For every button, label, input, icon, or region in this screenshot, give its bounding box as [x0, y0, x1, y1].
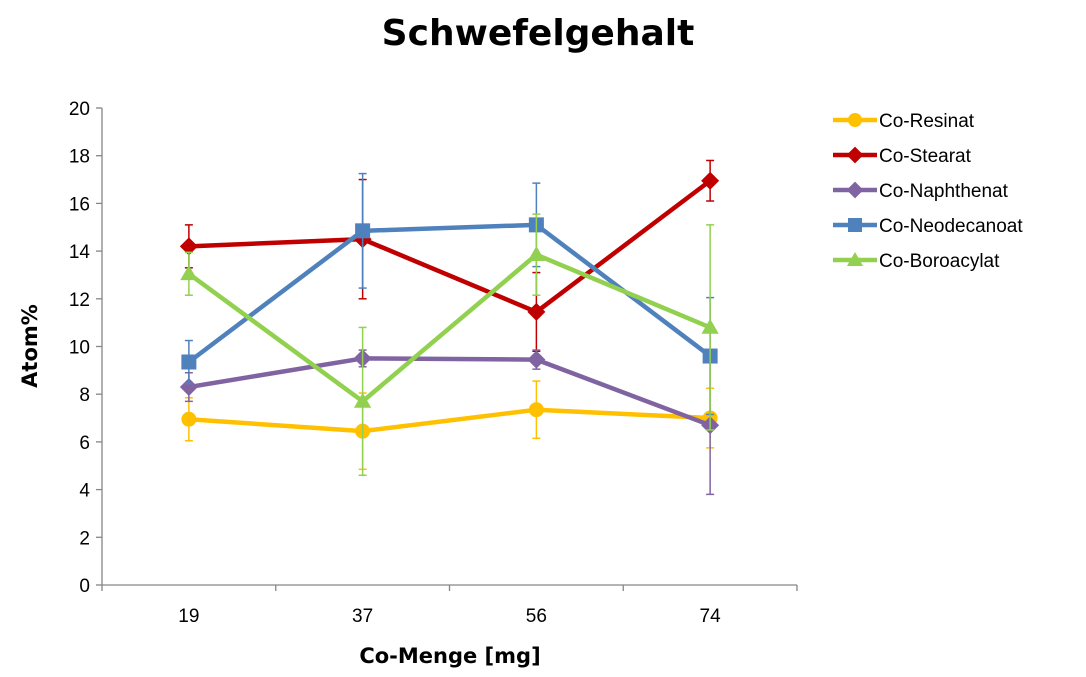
data-point	[179, 378, 198, 397]
chart-title: Schwefelgehalt	[382, 13, 695, 54]
legend: Co-Resinat Co-Stearat Co-Naphthenat Co-Neod…	[833, 111, 1023, 272]
x-tick-label: 19	[178, 606, 199, 627]
x-tick-label: 74	[700, 606, 722, 627]
data-point	[527, 302, 546, 321]
y-axis-title: Atom%	[18, 304, 42, 388]
legend-item: Co-Boroacylat	[833, 251, 1000, 272]
y-tick-label: 0	[79, 576, 90, 597]
plot-area: 0 2 4 6 8 10 12 14 16 18 20 19 37 56 74	[69, 99, 798, 627]
legend-label: Co-Stearat	[879, 146, 972, 167]
data-point	[181, 354, 197, 370]
legend-label: Co-Neodecanoat	[879, 216, 1023, 237]
y-tick-label: 16	[69, 194, 90, 215]
series-line	[188, 356, 711, 428]
data-point	[701, 171, 720, 190]
series-co-resinat	[181, 380, 718, 471]
y-tick-label: 18	[69, 147, 90, 168]
data-point	[179, 237, 198, 256]
y-tick-label: 2	[79, 528, 90, 549]
y-axis-ticks: 0 2 4 6 8 10 12 14 16 18 20	[69, 99, 102, 597]
data-point	[355, 223, 371, 239]
y-tick-label: 8	[79, 385, 90, 406]
data-point	[180, 265, 198, 281]
y-tick-label: 20	[69, 99, 90, 120]
y-tick-label: 4	[79, 481, 90, 502]
legend-marker	[846, 181, 864, 199]
y-tick-label: 6	[79, 433, 90, 454]
series-co-stearat	[179, 159, 720, 353]
series-line	[187, 252, 711, 404]
x-tick-label: 56	[526, 606, 547, 627]
legend-item: Co-Stearat	[833, 146, 972, 167]
data-point	[527, 246, 545, 262]
series-co-boroacylat	[180, 213, 719, 477]
legend-label: Co-Boroacylat	[879, 251, 1000, 272]
legend-item: Co-Neodecanoat	[833, 216, 1023, 237]
legend-marker	[848, 218, 862, 232]
x-tick-label: 37	[352, 606, 373, 627]
legend-label: Co-Resinat	[879, 111, 975, 132]
data-point	[528, 402, 544, 418]
series-line	[188, 407, 711, 434]
data-point	[181, 411, 197, 427]
series-layer	[179, 159, 720, 496]
legend-marker	[846, 251, 864, 266]
legend-label: Co-Naphthenat	[879, 181, 1009, 202]
legend-item: Co-Resinat	[833, 111, 975, 132]
data-point	[527, 350, 546, 369]
legend-item: Co-Naphthenat	[833, 181, 1009, 202]
y-tick-label: 10	[69, 338, 90, 359]
series-co-neodecanoat	[181, 172, 718, 416]
data-point	[354, 392, 372, 408]
legend-marker	[848, 113, 862, 127]
legend-marker	[846, 146, 864, 164]
data-point	[701, 318, 719, 334]
y-tick-label: 14	[69, 242, 91, 263]
x-axis-ticks: 19 37 56 74	[101, 585, 798, 627]
x-axis-title: Co-Menge [mg]	[359, 644, 540, 668]
series-line	[188, 178, 712, 315]
y-tick-label: 12	[69, 290, 90, 311]
